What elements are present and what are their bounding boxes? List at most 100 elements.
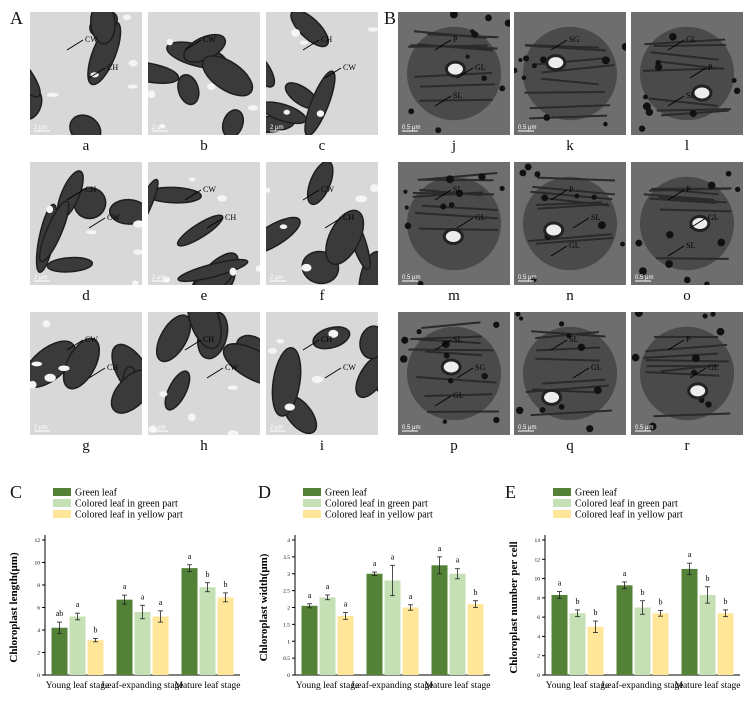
legend-label-0: Green leaf (75, 488, 118, 499)
micrograph-h: CH CW 2 μm (148, 312, 260, 435)
y-tick-label: 6 (37, 606, 40, 612)
scale-bar-label: 0.5 μm (635, 275, 653, 281)
bar-1-2 (652, 613, 669, 675)
significance-letter: a (344, 600, 348, 609)
micrograph-label-p: p (450, 438, 458, 454)
x-tick-label: Young leaf stage (546, 680, 609, 691)
bar-2-1 (449, 573, 466, 675)
y-tick-label: 2 (287, 606, 290, 612)
significance-letter: a (409, 592, 413, 601)
significance-letter: a (326, 582, 330, 591)
annotation-gl: GL (475, 213, 486, 222)
annotation-p: P (686, 335, 691, 344)
bar-0-0 (551, 594, 568, 675)
y-tick-label: 2 (537, 654, 540, 660)
legend-label-2: Colored leaf in yellow part (325, 510, 433, 521)
micrograph-label-a: a (82, 138, 90, 154)
scale-bar-label: 2 μm (152, 275, 165, 281)
significance-letter: a (123, 582, 127, 591)
annotation-ch: CH (343, 213, 354, 222)
y-tick-label: 4 (287, 538, 290, 544)
scale-bar-label: 0.5 μm (402, 275, 420, 281)
significance-letter: a (688, 550, 692, 559)
legend-swatch-0 (303, 488, 321, 496)
annotation-sl: SL (453, 335, 462, 344)
y-tick-label: 1.5 (283, 622, 290, 628)
annotation-cw: CW (343, 63, 356, 72)
significance-letter: b (659, 597, 663, 606)
y-tick-label: 0 (537, 673, 540, 679)
micrograph-label-m: m (448, 288, 460, 304)
annotation-sl: SL (453, 185, 462, 194)
bar-0-1 (319, 597, 336, 675)
bar-0-1 (569, 613, 586, 675)
annotation-ch: CH (85, 185, 96, 194)
panel-c-letter: C (10, 482, 23, 502)
micrograph-d: CH CW 2 μm (30, 162, 142, 285)
micrograph-r: P GL 0.5 μm (631, 312, 743, 435)
significance-letter: b (724, 597, 728, 606)
bar-2-1 (199, 587, 216, 675)
micrograph-label-k: k (566, 138, 574, 154)
annotation-ch: CH (321, 35, 332, 44)
legend-label-1: Colored leaf in green part (75, 499, 178, 510)
panel-d-letter: D (258, 482, 271, 502)
annotation-sl: SL (686, 91, 695, 100)
annotation-cw: CW (343, 363, 356, 372)
y-axis-label: Chloroplast number per cell (508, 541, 520, 673)
scale-bar-label: 2 μm (152, 425, 165, 431)
x-tick-label: Young leaf stage (46, 680, 109, 691)
significance-letter: a (558, 579, 562, 588)
bar-1-1 (634, 607, 651, 675)
bar-2-1 (699, 594, 716, 675)
significance-letter: a (141, 592, 145, 601)
annotation-cw: CW (225, 363, 238, 372)
micrograph-label-n: n (566, 288, 574, 304)
micrograph-j: P GL SL 0.5 μm (398, 12, 510, 135)
micrograph-e: CW CH 2 μm (148, 162, 260, 285)
y-tick-label: 10 (535, 577, 541, 583)
scale-bar-label: 0.5 μm (518, 275, 536, 281)
y-axis-label: Chloroplast length(μm) (8, 552, 20, 663)
annotation-sl: SL (591, 213, 600, 222)
panel-e-letter: E (505, 482, 516, 502)
significance-letter: b (94, 625, 98, 634)
significance-letter: a (159, 598, 163, 607)
legend-swatch-1 (53, 499, 71, 507)
scale-bar-label: 0.5 μm (518, 425, 536, 431)
x-tick-label: Leaf-expanding stage (101, 680, 183, 691)
annotation-gl: GL (569, 241, 580, 250)
significance-letter: b (641, 588, 645, 597)
micrograph-n: P SL GL 0.5 μm (514, 162, 626, 285)
significance-letter: a (623, 569, 627, 578)
legend-swatch-1 (303, 499, 321, 507)
micrograph-i: CH CW 2 μm (266, 312, 378, 435)
annotation-ch: CH (321, 335, 332, 344)
micrograph-label-e: e (200, 288, 208, 304)
legend-swatch-2 (553, 510, 571, 518)
bar-2-2 (467, 604, 484, 675)
x-tick-label: Young leaf stage (296, 680, 359, 691)
y-tick-label: 8 (537, 596, 540, 602)
x-tick-label: Mature leaf stage (175, 680, 241, 691)
bar-1-1 (384, 580, 401, 675)
significance-letter: b (474, 588, 478, 597)
annotation-cw: CW (203, 185, 216, 194)
annotation-cw: CW (321, 185, 334, 194)
micrograph-f: CW CH 2 μm (266, 162, 378, 285)
scale-bar-label: 2 μm (34, 125, 47, 131)
annotation-p: P (708, 63, 713, 72)
annotation-ch: CH (203, 335, 214, 344)
scale-bar-label: 2 μm (270, 125, 283, 131)
legend-label-2: Colored leaf in yellow part (75, 510, 183, 521)
bar-2-2 (217, 597, 234, 675)
x-tick-label: Leaf-expanding stage (351, 680, 433, 691)
micrograph-label-l: l (684, 138, 690, 154)
annotation-sg: SG (569, 35, 579, 44)
significance-letter: b (576, 597, 580, 606)
annotation-gl: GL (591, 363, 602, 372)
bar-1-0 (366, 573, 383, 675)
micrograph-c: CH CW 2 μm (266, 12, 378, 135)
micrograph-label-q: q (566, 438, 574, 454)
bar-1-0 (116, 599, 133, 675)
